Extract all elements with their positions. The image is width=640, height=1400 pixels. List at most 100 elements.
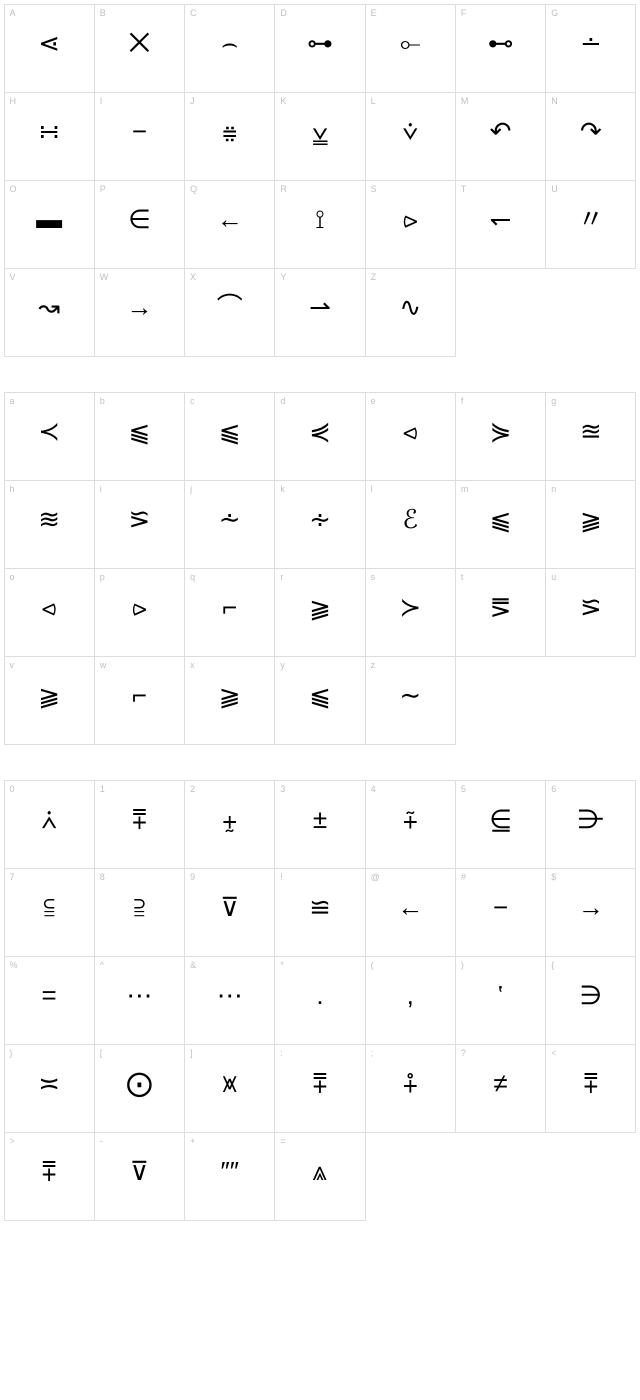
glyph-cell: <⩱ (545, 1044, 636, 1133)
glyph-cell: >⩱ (4, 1132, 95, 1221)
key-label: a (10, 396, 15, 406)
glyph-cell: 6⋺ (545, 780, 636, 869)
glyph-symbol: − (471, 887, 531, 927)
glyph-symbol: ⨤ (380, 799, 440, 839)
glyph-symbol: ⟟ (290, 199, 350, 239)
glyph-symbol: ‛ (471, 975, 531, 1015)
key-label: Z (371, 272, 377, 282)
glyph-cell: =⩓ (274, 1132, 365, 1221)
glyph-symbol: ⋞ (290, 411, 350, 451)
key-label: ; (371, 1048, 374, 1058)
glyph-cell: E⟜ (365, 4, 456, 93)
glyph-cell: W→ (94, 268, 185, 357)
glyph-symbol: ⌒ (200, 287, 260, 327)
glyph-symbol: ↷ (561, 111, 621, 151)
glyph-cell: y⫹ (274, 656, 365, 745)
key-label: v (10, 660, 15, 670)
glyph-cell: o⪦ (4, 568, 95, 657)
glyph-cell: T↽ (455, 180, 546, 269)
glyph-cell: %= (4, 956, 95, 1045)
glyph-cell: ]⩙ (184, 1044, 275, 1133)
key-label: 8 (100, 872, 105, 882)
glyph-symbol: ⋖ (19, 23, 79, 63)
glyph-symbol: ⋺ (561, 799, 621, 839)
glyph-cell: !≌ (274, 868, 365, 957)
glyph-cell: A⋖ (4, 4, 95, 93)
key-label: 7 (10, 872, 15, 882)
glyph-cell: ;⨢ (365, 1044, 456, 1133)
glyph-cell: V↝ (4, 268, 95, 357)
glyph-cell: q⌐ (184, 568, 275, 657)
glyph-cell: 5⋸ (455, 780, 546, 869)
key-label: D (280, 8, 287, 18)
key-label: 1 (100, 784, 105, 794)
key-label: s (371, 572, 376, 582)
glyph-cell: $→ (545, 868, 636, 957)
glyph-cell: [⨀ (94, 1044, 185, 1133)
glyph-cell: 4⨤ (365, 780, 456, 869)
key-label: y (280, 660, 285, 670)
glyph-symbol: ⨦ (200, 799, 260, 839)
glyph-chart-page: A⋖B⨉C⌢D⊶E⟜F⊷G∸H∺I−J⩷K⩣L⩒M↶N↷O▬P∈Q←R⟟S⪧T↽… (4, 4, 636, 1220)
key-label: [ (100, 1048, 103, 1058)
glyph-symbol: ⌐ (109, 675, 169, 715)
glyph-symbol: ∼ (380, 675, 440, 715)
key-label: S (371, 184, 377, 194)
glyph-symbol: . (290, 975, 350, 1015)
glyph-symbol: ⩑ (19, 799, 79, 839)
glyph-cell: 3± (274, 780, 365, 869)
key-label: V (10, 272, 16, 282)
glyph-symbol: ⩱ (561, 1063, 621, 1103)
key-label: * (280, 960, 284, 970)
glyph-symbol: ⫅ (19, 887, 79, 927)
glyph-symbol: ∸ (561, 23, 621, 63)
glyph-cell: 9⊽ (184, 868, 275, 957)
glyph-symbol: ∈ (109, 199, 169, 239)
key-label: U (551, 184, 558, 194)
glyph-symbol: ⨉ (109, 23, 169, 63)
glyph-symbol: ≺ (19, 411, 79, 451)
key-label: $ (551, 872, 556, 882)
glyph-symbol: ≋ (19, 499, 79, 539)
key-label: C (190, 8, 197, 18)
glyph-cell: n⫺ (545, 480, 636, 569)
key-label: z (371, 660, 376, 670)
key-label: ^ (100, 960, 104, 970)
key-label: - (100, 1136, 103, 1146)
key-label: } (10, 1048, 13, 1058)
key-label: > (10, 1136, 15, 1146)
empty-cell (365, 1132, 456, 1221)
glyph-symbol: ⨀ (109, 1063, 169, 1103)
key-label: 4 (371, 784, 376, 794)
glyph-cell: Z∿ (365, 268, 456, 357)
glyph-symbol: ⋸ (471, 799, 531, 839)
glyph-cell: G∸ (545, 4, 636, 93)
key-label: P (100, 184, 106, 194)
key-label: h (10, 484, 15, 494)
glyph-symbol: ⪞ (561, 587, 621, 627)
key-label: Q (190, 184, 197, 194)
glyph-cell: )‛ (455, 956, 546, 1045)
glyph-symbol: ⩣ (290, 111, 350, 151)
key-label: W (100, 272, 109, 282)
glyph-symbol: ⪦ (19, 587, 79, 627)
glyph-cell: S⪧ (365, 180, 456, 269)
key-label: ) (461, 960, 464, 970)
key-label: 9 (190, 872, 195, 882)
glyph-cell: {∋ (545, 956, 636, 1045)
glyph-cell: d⋞ (274, 392, 365, 481)
glyph-symbol: ″″ (200, 1151, 260, 1191)
glyph-chart-uppercase: A⋖B⨉C⌢D⊶E⟜F⊷G∸H∺I−J⩷K⩣L⩒M↶N↷O▬P∈Q←R⟟S⪧T↽… (4, 4, 636, 356)
glyph-symbol: ▬ (19, 199, 79, 239)
key-label: o (10, 572, 15, 582)
key-label: T (461, 184, 467, 194)
key-label: m (461, 484, 469, 494)
glyph-chart-symbols: 0⩑1⩱2⨦3±4⨤5⋸6⋺7⫅8⫆9⊽!≌@←#−$→%=^⋯&⋯*.(,)‛… (4, 780, 636, 1220)
key-label: e (371, 396, 376, 406)
glyph-cell: a≺ (4, 392, 95, 481)
glyph-cell: lℰ (365, 480, 456, 569)
key-label: F (461, 8, 467, 18)
key-label: K (280, 96, 286, 106)
glyph-cell: t⪚ (455, 568, 546, 657)
key-label: % (10, 960, 18, 970)
